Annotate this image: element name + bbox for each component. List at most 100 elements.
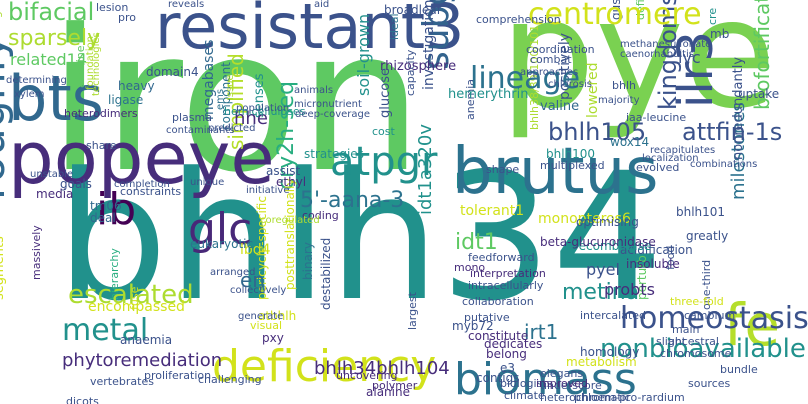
word: homology — [580, 345, 640, 359]
word: media — [36, 187, 74, 201]
word: dicots — [66, 395, 99, 404]
word: deficiency — [212, 341, 437, 392]
word: comprehension — [476, 13, 561, 26]
word: bulk — [0, 196, 3, 220]
word: recombinase — [574, 239, 652, 253]
word: pye — [500, 0, 777, 142]
word: bifacial — [8, 0, 95, 26]
word: pxy — [262, 331, 284, 345]
word: hhe — [234, 108, 268, 129]
word: uptake — [738, 87, 780, 101]
word: phloem-pro-rardium — [574, 391, 685, 404]
word: ancestral — [668, 335, 719, 348]
word: fe — [724, 291, 781, 359]
word: share — [86, 139, 117, 152]
word: issue — [225, 74, 236, 100]
word: heterodimers — [64, 107, 138, 120]
word: caenorhabditis — [620, 49, 695, 60]
word: escalated — [68, 280, 194, 310]
word: cambium — [684, 309, 736, 322]
word: contaminants — [166, 125, 235, 136]
word: goals — [60, 177, 92, 191]
word: lowered — [585, 62, 601, 118]
word: shape — [486, 163, 520, 176]
word: predicted — [208, 123, 256, 134]
word: vertebrates — [90, 375, 154, 388]
word: ethyl — [276, 175, 307, 189]
word: insoluble — [626, 257, 680, 271]
word: bhlh100 — [546, 147, 596, 161]
word: massively — [30, 225, 43, 280]
word: beta-glucuronidase — [540, 235, 656, 249]
word: unstable — [30, 169, 74, 180]
word: soil-grown — [354, 13, 373, 96]
word: determining — [6, 75, 67, 86]
word: greatly — [686, 229, 729, 243]
word: encompassed — [88, 299, 185, 315]
word: irt1 — [524, 320, 559, 344]
word: aid — [314, 0, 330, 10]
word: atpgr — [330, 139, 438, 185]
word: three-fold — [670, 295, 724, 308]
word: dedicates — [484, 337, 543, 351]
word: lineage — [470, 61, 581, 96]
word: metabolism — [566, 355, 637, 369]
word: uncovering — [336, 369, 398, 382]
word: iaa-leucine — [626, 111, 687, 124]
word: attfin-1s — [682, 118, 783, 146]
word: deal — [90, 211, 116, 225]
word: tolerant1 — [460, 203, 525, 219]
word: mb — [710, 27, 730, 41]
word: idt1 — [455, 230, 498, 255]
word: improved — [536, 377, 589, 390]
word: constraints — [120, 185, 182, 198]
word: alanine — [366, 385, 410, 399]
word: popeye — [8, 116, 275, 200]
word: methanesulfonate — [620, 39, 712, 50]
word: bhlh34bhlh104 — [314, 358, 450, 379]
word: largest — [406, 292, 419, 330]
word: sources — [688, 377, 731, 390]
word: bhlh105 — [548, 118, 647, 146]
word: collaboration — [462, 295, 534, 308]
word: initiative — [246, 185, 290, 196]
word: belong — [486, 347, 527, 361]
word: myb72 — [452, 319, 494, 333]
word: anaemia — [120, 333, 173, 347]
word: monopteros6 — [538, 211, 631, 227]
word: constitute — [468, 329, 529, 343]
word: binary — [301, 242, 315, 280]
word: hemerythrin — [448, 87, 529, 102]
word: ivc — [678, 48, 701, 67]
word: strategies — [304, 147, 364, 161]
word: lbd4 — [240, 242, 271, 258]
word: evolved — [636, 161, 680, 174]
word: optimising — [576, 215, 639, 229]
word: feedforward — [468, 251, 535, 264]
word: homeostasis — [620, 301, 808, 336]
word: majority — [598, 95, 640, 106]
word: idt1a320v — [415, 124, 436, 215]
word: underscore — [540, 379, 602, 392]
word: heterochromatic — [540, 391, 631, 404]
word: bundle — [720, 363, 758, 376]
word: recapitulates — [650, 145, 716, 156]
word: atbhlh — [258, 309, 297, 323]
word: plasma — [172, 111, 212, 124]
word: glc — [188, 204, 253, 255]
word: megabases — [201, 39, 217, 120]
word: destabilized — [319, 237, 333, 310]
word: pro — [118, 11, 136, 24]
word: climate — [504, 389, 545, 402]
word: visual — [250, 319, 283, 332]
word: coding — [302, 209, 339, 222]
word: domain4 — [146, 65, 199, 79]
word: bhlh34 — [56, 135, 664, 340]
word: contigs — [476, 371, 520, 385]
word: xylem — [14, 89, 45, 100]
word: assist — [266, 164, 301, 178]
word: tm06 — [90, 199, 122, 213]
word: bhlh — [612, 79, 636, 92]
word: eukaryotic — [190, 237, 254, 251]
word: coordination — [526, 43, 595, 56]
